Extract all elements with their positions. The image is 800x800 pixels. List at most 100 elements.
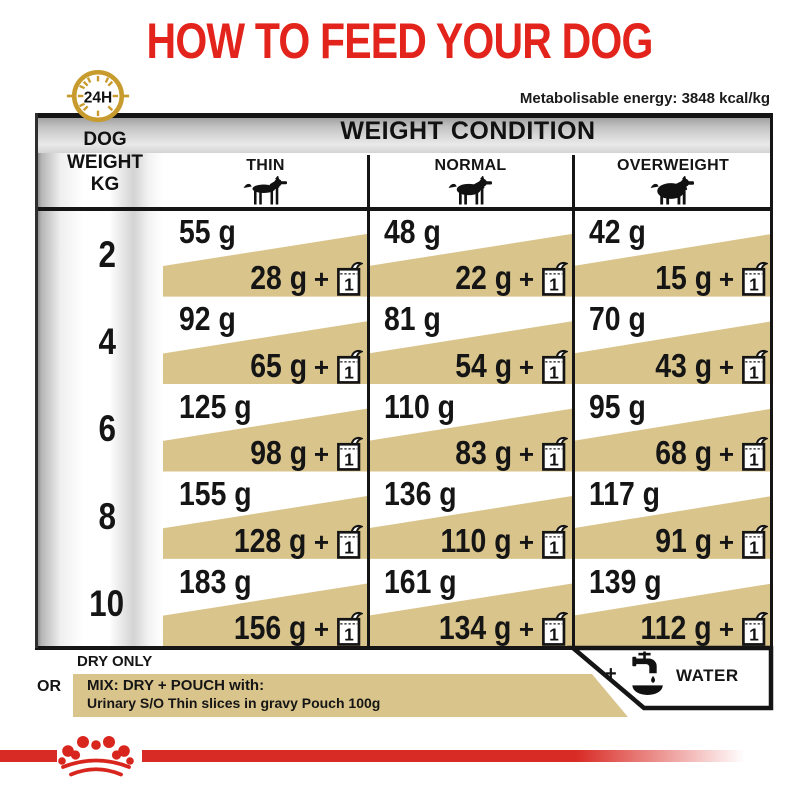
pouch-icon: 1: [337, 349, 363, 384]
clock-24h-icon: 24H: [66, 69, 130, 123]
pouch-icon: 1: [542, 349, 568, 384]
mix-amount-row: 22 g + 1: [446, 260, 568, 297]
dry-amount: 139 g: [589, 562, 662, 600]
feeding-cell: 81 g 54 g + 1: [368, 298, 573, 385]
feeding-cell: 183 g 156 g + 1: [163, 561, 368, 648]
plus-sign: +: [313, 439, 329, 470]
pouch-icon: 1: [542, 437, 568, 471]
dry-amount: 95 g: [589, 387, 646, 425]
condition-normal: NORMAL: [368, 153, 573, 207]
weight-value: 10: [89, 583, 125, 625]
dog-thin-icon: [243, 176, 287, 205]
mix-amount-row: 110 g + 1: [429, 523, 568, 560]
pouch-count: 1: [749, 624, 759, 644]
plus-sign: +: [518, 526, 534, 557]
dry-only-label: DRY ONLY: [77, 653, 153, 670]
mix-amount: 112 g: [640, 608, 712, 646]
mix-amount: 91 g: [655, 521, 712, 559]
feeding-cell: 95 g 68 g + 1: [573, 386, 773, 473]
mix-subtitle: Urinary S/O Thin slices in gravy Pouch 1…: [87, 695, 381, 711]
pouch-icon: 1: [337, 611, 363, 646]
mix-amount-row: 15 g + 1: [646, 260, 768, 297]
mix-amount: 28 g: [250, 259, 307, 297]
dry-amount: 161 g: [384, 562, 457, 600]
mix-amount: 15 g: [655, 259, 712, 297]
pouch-count: 1: [344, 362, 354, 382]
weight-value: 4: [98, 321, 116, 363]
feeding-cell: 161 g 134 g + 1: [368, 561, 573, 648]
pouch-icon: 1: [742, 349, 768, 384]
pouch-icon: 1: [742, 524, 768, 559]
feeding-row: 8 155 g 128 g + 1 136 g 110 g + 1 117 g 91 g + …: [35, 473, 773, 560]
condition-overweight: OVERWEIGHT: [573, 153, 773, 207]
plus-sign: +: [718, 613, 734, 644]
feeding-row: 6 125 g 98 g + 1 110 g 83 g + 1 95 g 68 g + 1: [35, 386, 773, 473]
mix-amount-row: 156 g + 1: [222, 610, 363, 647]
plus-sign: +: [518, 351, 534, 382]
energy-note: Metabolisable energy: 3848 kcal/kg: [519, 90, 770, 107]
dry-amount: 55 g: [179, 213, 236, 250]
water-plus-sign: +: [605, 663, 617, 685]
dry-amount: 117 g: [589, 475, 661, 513]
mix-amount-row: 65 g + 1: [241, 348, 363, 385]
dry-amount: 92 g: [179, 300, 236, 338]
pouch-icon: 1: [337, 262, 363, 297]
plus-sign: +: [718, 351, 734, 382]
mix-amount: 43 g: [655, 346, 712, 384]
plus-sign: +: [313, 264, 329, 295]
pouch-count: 1: [749, 450, 759, 470]
dog-normal-icon: [448, 176, 492, 205]
pouch-count: 1: [549, 537, 559, 557]
water-box: [566, 645, 774, 711]
dry-amount: 136 g: [384, 475, 457, 513]
plus-sign: +: [313, 613, 329, 644]
dry-amount: 183 g: [179, 562, 252, 600]
pouch-icon: 1: [742, 437, 768, 471]
feeding-cell: 125 g 98 g + 1: [163, 386, 368, 473]
pouch-count: 1: [749, 362, 759, 382]
mix-amount-row: 68 g + 1: [646, 435, 768, 472]
feeding-table: WEIGHT CONDITION DOG WEIGHT KG THIN: [35, 113, 773, 650]
mix-amount-row: 134 g + 1: [427, 610, 568, 647]
plus-sign: +: [518, 439, 534, 470]
mix-amount-row: 128 g + 1: [222, 523, 363, 560]
plus-sign: +: [718, 526, 734, 557]
table-bottom-border: [35, 646, 773, 650]
feeding-cell: 70 g 43 g + 1: [573, 298, 773, 385]
pouch-count: 1: [549, 275, 559, 295]
weight-value: 6: [98, 408, 116, 450]
condition-thin: THIN: [163, 153, 368, 207]
feeding-cell: 55 g 28 g + 1: [163, 211, 368, 298]
mix-amount-row: 28 g + 1: [241, 260, 363, 297]
pouch-icon: 1: [337, 524, 363, 559]
mix-amount: 83 g: [455, 434, 512, 472]
feeding-row: 10 183 g 156 g + 1 161 g 134 g + 1 139 g 112 g…: [35, 561, 773, 648]
feeding-cell: 136 g 110 g + 1: [368, 473, 573, 560]
plus-sign: +: [313, 351, 329, 382]
pouch-icon: 1: [542, 524, 568, 559]
mix-amount: 22 g: [455, 259, 512, 297]
pouch-count: 1: [549, 362, 559, 382]
plus-sign: +: [718, 264, 734, 295]
feeding-cell: 92 g 65 g + 1: [163, 298, 368, 385]
mix-legend-band: MIX: DRY + POUCH with: Urinary S/O Thin …: [73, 674, 628, 717]
pouch-count: 1: [749, 537, 759, 557]
mix-amount-row: 91 g + 1: [646, 523, 768, 560]
dog-weight-kg-label: DOG WEIGHT KG: [67, 128, 143, 196]
or-label: OR: [37, 678, 61, 695]
pouch-count: 1: [344, 624, 354, 644]
water-label: WATER: [676, 666, 739, 685]
mix-amount-row: 43 g + 1: [646, 348, 768, 385]
mix-amount: 134 g: [439, 608, 512, 646]
feeding-cell: 42 g 15 g + 1: [573, 211, 773, 298]
pouch-count: 1: [749, 275, 759, 295]
dry-amount: 155 g: [179, 475, 252, 513]
weight-column-background: [35, 153, 163, 648]
feeding-cell: 110 g 83 g + 1: [368, 386, 573, 473]
pouch-count: 1: [549, 624, 559, 644]
mix-amount: 54 g: [455, 346, 512, 384]
brand-bar-left: [0, 750, 57, 762]
weight-condition-header: WEIGHT CONDITION: [340, 117, 596, 145]
dog-overweight-icon: [650, 176, 694, 205]
